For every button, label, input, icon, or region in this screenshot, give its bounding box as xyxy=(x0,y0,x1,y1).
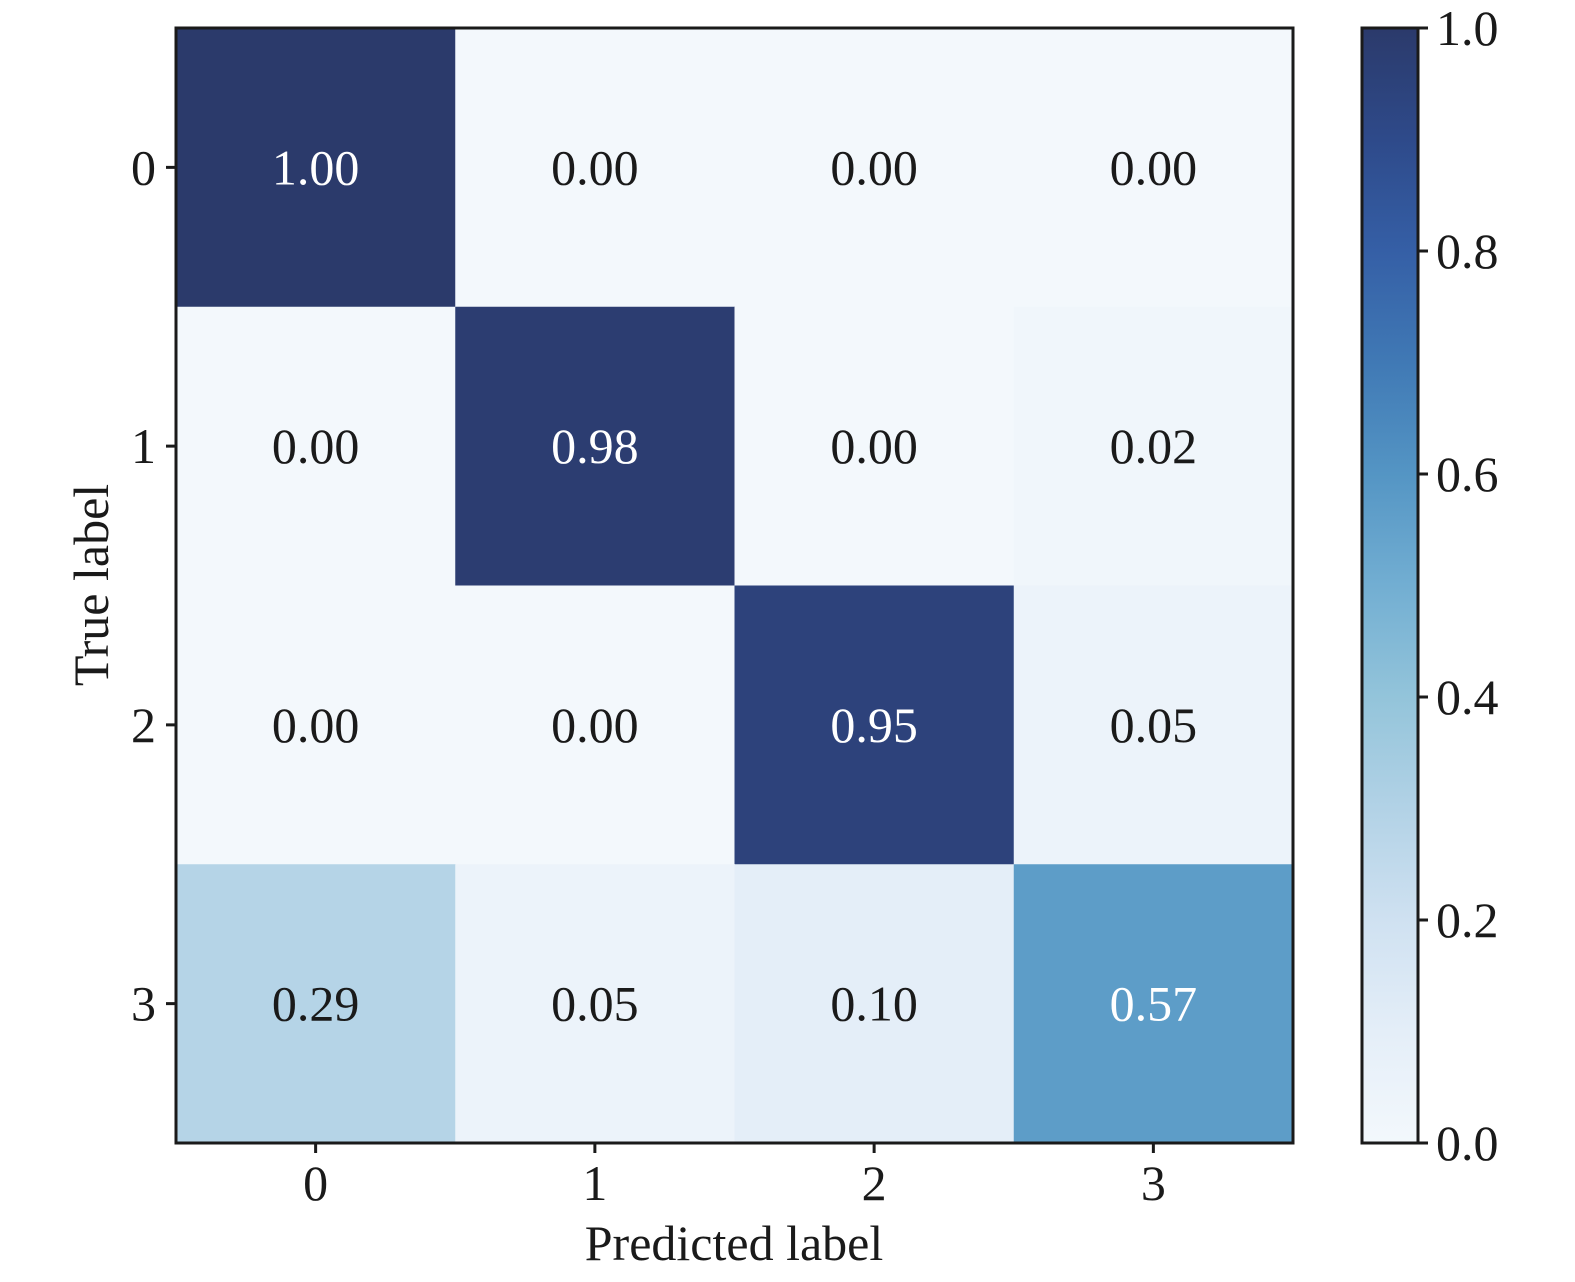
heatmap-cell-r1-c0 xyxy=(176,306,456,586)
cell-value-label-r2-c1: 0.00 xyxy=(551,697,639,753)
heatmap-cell-r3-c0 xyxy=(176,864,456,1144)
heatmap-cell-labels: 1.00 0.00 0.00 0.00 0.00 0.98 0.00 0.02 0.00 0.00… xyxy=(272,139,1197,1031)
cell-value-label-r1-c1: 0.98 xyxy=(551,418,639,474)
colorbar-gradient xyxy=(1360,26,1420,1145)
cell-value-label-r1-c2: 0.00 xyxy=(830,418,918,474)
colorbar-tick-label: 0.6 xyxy=(1436,446,1499,502)
colorbar-tick-label: 0.0 xyxy=(1436,1115,1499,1171)
heatmap-cell-r3-c2 xyxy=(734,864,1015,1144)
colorbar-ticks: 0.0 0.2 0.4 0.6 0.8 1.0 xyxy=(1418,0,1499,1171)
cell-value-label-r3-c2: 0.10 xyxy=(830,976,918,1032)
colorbar-tick-label: 1.0 xyxy=(1436,0,1499,56)
cell-value-label-r0-c3: 0.00 xyxy=(1110,139,1198,195)
y-tick-label: 0 xyxy=(131,139,156,195)
x-tick-label: 2 xyxy=(862,1155,887,1211)
colorbar: 0.0 0.2 0.4 0.6 0.8 1.0 xyxy=(1360,0,1499,1171)
heatmap-cell-r0-c3 xyxy=(1013,28,1294,308)
x-axis: 0 1 2 3 xyxy=(303,1143,1166,1211)
cell-value-label-r1-c0: 0.00 xyxy=(272,418,360,474)
heatmap-cell-r2-c3 xyxy=(1013,585,1294,865)
heatmap-cell-r2-c0 xyxy=(176,585,456,865)
heatmap-cell-r1-c1 xyxy=(455,306,735,586)
heatmap-cell-r0-c0 xyxy=(176,28,456,308)
heatmap-cell-r3-c1 xyxy=(455,864,735,1144)
y-tick-label: 3 xyxy=(131,976,156,1032)
colorbar-tick-label: 0.4 xyxy=(1436,669,1499,725)
cell-value-label-r3-c3: 0.57 xyxy=(1110,976,1198,1032)
x-axis-title: Predicted label xyxy=(585,1215,884,1271)
heatmap-cell-r2-c2 xyxy=(734,585,1015,865)
cell-value-label-r1-c3: 0.02 xyxy=(1110,418,1198,474)
x-tick-label: 3 xyxy=(1141,1155,1166,1211)
cell-value-label-r3-c0: 0.29 xyxy=(272,976,360,1032)
y-tick-label: 1 xyxy=(131,418,156,474)
heatmap-cells xyxy=(176,28,1294,1144)
y-tick-label: 2 xyxy=(131,697,156,753)
cell-value-label-r0-c2: 0.00 xyxy=(830,139,918,195)
heatmap-cell-r2-c1 xyxy=(455,585,735,865)
cell-value-label-r2-c3: 0.05 xyxy=(1110,697,1198,753)
plot-frame xyxy=(174,26,1295,1145)
heatmap-cell-r1-c2 xyxy=(734,306,1015,586)
heatmap-cell-r3-c3 xyxy=(1013,864,1294,1144)
cell-value-label-r2-c2: 0.95 xyxy=(830,697,918,753)
colorbar-tick-label: 0.2 xyxy=(1436,892,1499,948)
heatmap-cell-r0-c2 xyxy=(734,28,1015,308)
cell-value-label-r0-c0: 1.00 xyxy=(272,139,360,195)
x-tick-label: 1 xyxy=(582,1155,607,1211)
heatmap-cell-r0-c1 xyxy=(455,28,735,308)
y-axis: 0 1 2 3 xyxy=(131,139,176,1032)
cell-value-label-r2-c0: 0.00 xyxy=(272,697,360,753)
heatmap-cell-r1-c3 xyxy=(1013,306,1294,586)
y-axis-title: True label xyxy=(63,484,119,686)
cell-value-label-r3-c1: 0.05 xyxy=(551,976,639,1032)
colorbar-tick-label: 0.8 xyxy=(1436,223,1499,279)
x-tick-label: 0 xyxy=(303,1155,328,1211)
cell-value-label-r0-c1: 0.00 xyxy=(551,139,639,195)
